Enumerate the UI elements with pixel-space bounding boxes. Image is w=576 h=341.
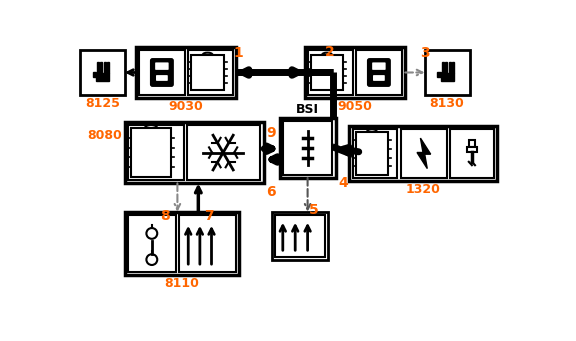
Bar	[188, 50, 233, 95]
Text: 9050: 9050	[338, 100, 372, 113]
Text: 8110: 8110	[165, 277, 199, 290]
FancyBboxPatch shape	[151, 59, 173, 86]
Text: 3: 3	[420, 46, 430, 60]
Text: 8130: 8130	[430, 97, 464, 110]
Bar	[467, 147, 476, 152]
Bar	[355, 50, 402, 95]
FancyBboxPatch shape	[155, 62, 169, 70]
Bar	[124, 212, 240, 275]
Bar	[179, 215, 236, 272]
Bar	[104, 62, 106, 73]
Bar	[469, 140, 475, 147]
Bar	[191, 55, 224, 90]
Text: 7: 7	[204, 209, 214, 223]
FancyBboxPatch shape	[372, 62, 386, 70]
Bar	[97, 62, 98, 73]
Bar	[93, 73, 96, 77]
Text: 1320: 1320	[406, 183, 441, 196]
Bar	[139, 50, 185, 95]
Bar	[425, 50, 469, 95]
Bar	[438, 73, 441, 77]
Bar	[283, 121, 332, 175]
Bar	[449, 62, 450, 73]
Bar	[350, 125, 497, 181]
Bar	[79, 50, 124, 95]
FancyBboxPatch shape	[368, 59, 390, 86]
Text: 9: 9	[266, 125, 276, 139]
Bar	[450, 129, 494, 178]
Bar	[275, 215, 325, 256]
Text: 2: 2	[324, 45, 334, 59]
FancyBboxPatch shape	[156, 75, 168, 81]
Polygon shape	[417, 138, 431, 168]
Bar	[400, 129, 447, 178]
Text: 8: 8	[160, 209, 170, 223]
Bar	[310, 55, 343, 90]
Bar	[355, 132, 388, 175]
Bar	[441, 73, 454, 81]
Bar	[100, 62, 102, 73]
Bar	[452, 62, 454, 73]
Text: 8080: 8080	[87, 130, 122, 143]
Text: 6: 6	[266, 185, 276, 199]
Bar	[128, 125, 184, 180]
Text: 9030: 9030	[169, 100, 203, 113]
Bar	[108, 62, 109, 73]
Bar	[128, 215, 176, 272]
Bar	[187, 125, 260, 180]
Bar	[124, 122, 264, 183]
Text: 4: 4	[338, 176, 348, 190]
Text: 5: 5	[309, 203, 319, 217]
Bar	[305, 47, 406, 98]
Text: 1: 1	[234, 46, 244, 60]
Bar	[96, 73, 109, 81]
Bar	[135, 47, 236, 98]
Bar	[445, 62, 447, 73]
Bar	[308, 50, 353, 95]
Text: BSI: BSI	[296, 103, 319, 116]
Bar	[353, 129, 397, 178]
Bar	[131, 128, 171, 177]
Text: 8125: 8125	[85, 97, 120, 110]
Bar	[280, 118, 335, 178]
Bar	[442, 62, 444, 73]
Bar	[272, 212, 328, 260]
FancyBboxPatch shape	[373, 75, 385, 81]
